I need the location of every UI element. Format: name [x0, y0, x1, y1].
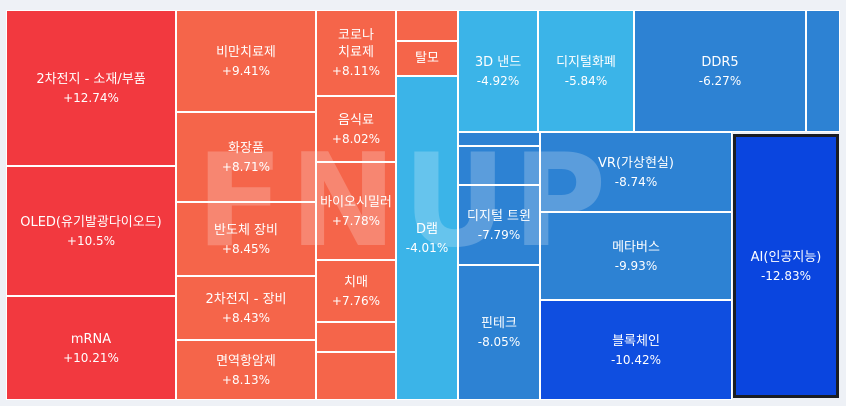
treemap-tile[interactable]: 코로나 치료제 +8.11% — [316, 10, 396, 96]
treemap-tile[interactable]: 디지털화폐 -5.84% — [538, 10, 634, 132]
tile-value: -12.83% — [760, 268, 812, 283]
tile-value: +8.71% — [221, 159, 271, 174]
tile-label: 코로나 치료제 — [338, 28, 374, 60]
tile-label: 2차전지 - 소재/부품 — [36, 71, 146, 87]
tile-label: 비만치료제 — [216, 44, 276, 60]
tile-value: -7.79% — [477, 227, 521, 242]
tile-value: -6.27% — [698, 73, 742, 88]
tile-label: 2차전지 - 장비 — [205, 291, 287, 307]
treemap-filler-tile — [316, 322, 396, 352]
treemap-tile[interactable]: 바이오시밀러 +7.78% — [316, 162, 396, 260]
tile-label: OLED(유기발광다이오드) — [20, 214, 162, 230]
tile-label: 디지털화폐 — [556, 54, 616, 70]
tile-label: 화장품 — [228, 140, 264, 156]
tile-value: +10.21% — [63, 350, 119, 365]
tile-label: mRNA — [70, 331, 112, 347]
tile-label: 블록체인 — [612, 333, 660, 349]
treemap-tile[interactable]: DDR5 -6.27% — [634, 10, 806, 132]
treemap-tile[interactable]: 음식료 +8.02% — [316, 96, 396, 162]
treemap-tile[interactable]: 비만치료제 +9.41% — [176, 10, 316, 112]
tile-value: -4.01% — [405, 240, 449, 255]
treemap-filler-tile — [806, 10, 840, 132]
treemap-tile[interactable]: 메타버스 -9.93% — [540, 212, 732, 300]
tile-value: -10.42% — [610, 352, 662, 367]
tile-label: 면역항암제 — [216, 353, 276, 369]
tile-label: VR(가상현실) — [598, 155, 674, 171]
tile-label: AI(인공지능) — [750, 249, 822, 265]
tile-label: 치매 — [344, 274, 368, 290]
treemap-tile[interactable]: 2차전지 - 소재/부품 +12.74% — [6, 10, 176, 166]
tile-label: 음식료 — [338, 112, 374, 128]
treemap-tile[interactable]: D램 -4.01% — [396, 76, 458, 400]
tile-value: +8.45% — [221, 241, 271, 256]
tile-value: -8.05% — [477, 335, 521, 349]
treemap-filler-tile — [458, 132, 540, 146]
tile-label: 3D 낸드 — [474, 54, 522, 70]
treemap-tile[interactable]: 블록체인 -10.42% — [540, 300, 732, 400]
treemap-tile[interactable]: 면역항암제 +8.13% — [176, 340, 316, 400]
tile-value: +7.78% — [331, 213, 381, 228]
tile-value: +12.74% — [63, 90, 119, 105]
treemap-tile[interactable]: VR(가상현실) -8.74% — [540, 132, 732, 212]
treemap-tile[interactable]: 화장품 +8.71% — [176, 112, 316, 202]
tile-value: +9.41% — [221, 63, 271, 78]
tile-label: 바이오시밀러 — [320, 194, 392, 210]
tile-value: +10.5% — [66, 233, 116, 248]
tile-value: +7.76% — [331, 293, 381, 308]
treemap-tile[interactable]: 디지털 트윈 -7.79% — [458, 185, 540, 265]
tile-label: 메타버스 — [612, 239, 660, 255]
tile-value: +8.43% — [221, 310, 271, 325]
tile-value: +8.11% — [331, 64, 381, 78]
treemap-tile[interactable]: 치매 +7.76% — [316, 260, 396, 322]
tile-label: 디지털 트윈 — [467, 208, 531, 224]
tile-label: DDR5 — [701, 54, 739, 70]
treemap-tile[interactable]: mRNA +10.21% — [6, 296, 176, 400]
tile-label: D램 — [416, 221, 438, 237]
tile-value: -9.93% — [614, 258, 658, 273]
tile-value: -8.74% — [614, 174, 658, 189]
treemap-tile[interactable]: OLED(유기발광다이오드) +10.5% — [6, 166, 176, 296]
treemap-tile[interactable]: 2차전지 - 장비 +8.43% — [176, 276, 316, 340]
treemap-tile[interactable]: 반도체 장비 +8.45% — [176, 202, 316, 276]
tile-value: +8.02% — [331, 131, 381, 146]
tile-label: 핀테크 — [481, 316, 517, 331]
treemap-tile[interactable]: 3D 낸드 -4.92% — [458, 10, 538, 132]
treemap-tile[interactable]: AI(인공지능) -12.83% — [733, 134, 839, 398]
treemap-tile[interactable]: 탈모 — [396, 41, 458, 76]
tile-label: 탈모 — [415, 51, 439, 66]
tile-value: -4.92% — [476, 73, 520, 88]
treemap-tile[interactable]: 핀테크 -8.05% — [458, 265, 540, 400]
tile-value: -5.84% — [564, 73, 608, 88]
tile-label: 반도체 장비 — [214, 222, 278, 238]
tile-value: +8.13% — [221, 372, 271, 387]
treemap-filler-tile — [458, 146, 540, 185]
treemap-filler-tile — [316, 352, 396, 400]
treemap-filler-tile — [396, 10, 458, 41]
